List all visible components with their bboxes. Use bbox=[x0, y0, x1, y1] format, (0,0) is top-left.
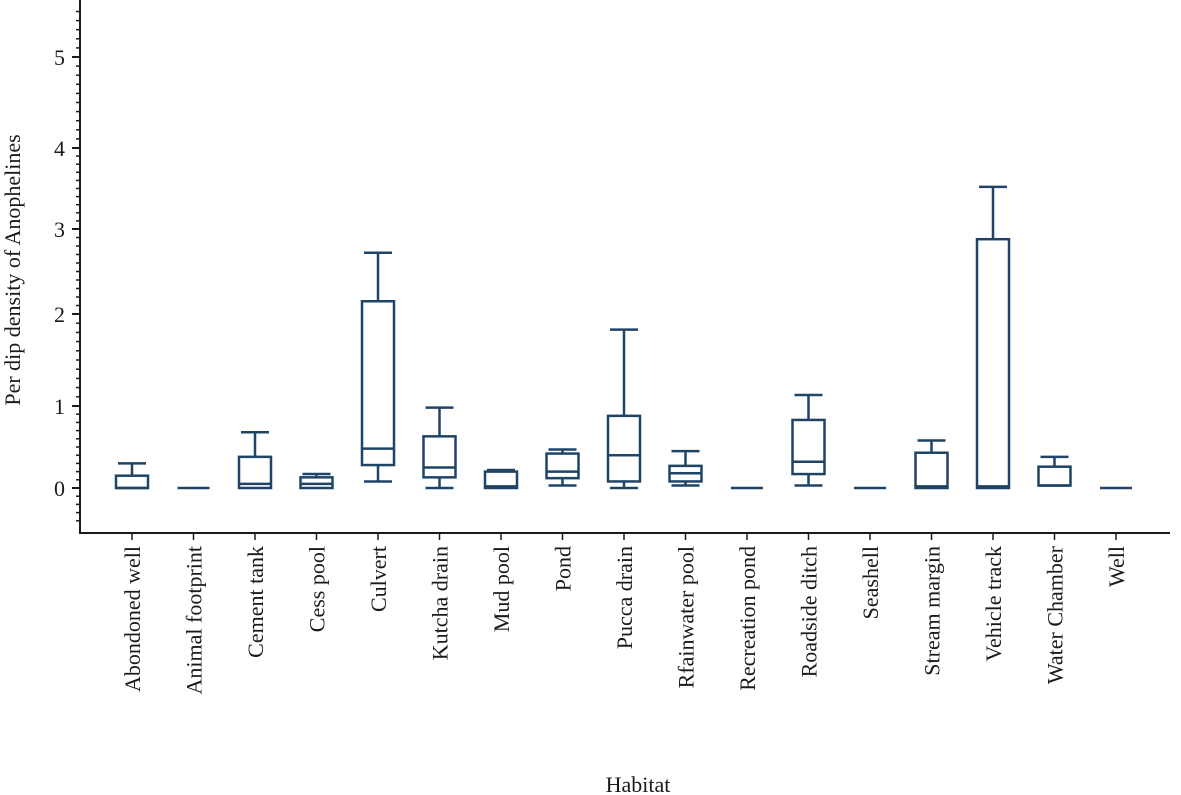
x-tick-label: Pond bbox=[551, 546, 576, 591]
x-tick-label: Seashell bbox=[858, 546, 883, 619]
box-abondoned-well bbox=[114, 462, 150, 490]
box-roadside-ditch bbox=[791, 393, 826, 487]
y-tick-label: 1 bbox=[54, 394, 65, 419]
y-tick-label: 3 bbox=[54, 217, 65, 242]
iqr-box bbox=[483, 470, 519, 490]
x-tick-label: Water Chamber bbox=[1043, 545, 1068, 684]
x-tick-label: Recreation pond bbox=[735, 546, 760, 691]
y-tick-label: 0 bbox=[54, 476, 65, 501]
box-cess-pool bbox=[299, 472, 334, 490]
x-tick-label: Cess pool bbox=[305, 546, 330, 632]
x-tick-label: Rfainwater pool bbox=[674, 546, 699, 688]
x-tick-label: Culvert bbox=[366, 546, 391, 612]
iqr-box bbox=[791, 418, 826, 476]
iqr-box bbox=[545, 452, 580, 480]
box-stream-margin bbox=[914, 439, 949, 490]
box-mud-pool bbox=[483, 468, 519, 490]
box-culvert bbox=[360, 251, 396, 483]
box-cement-tank bbox=[237, 430, 273, 490]
x-tick-label: Pucca drain bbox=[612, 546, 637, 649]
x-tick-label: Well bbox=[1104, 546, 1129, 587]
box-vehicle-track bbox=[975, 185, 1011, 490]
x-tick-label: Abondoned well bbox=[120, 546, 145, 692]
box-rfainwater-pool bbox=[668, 449, 703, 487]
y-axis: 0 1 2 3 4 5 bbox=[54, 0, 81, 533]
y-axis-title: Per dip density of Anophelines bbox=[0, 134, 25, 405]
iqr-box bbox=[1037, 465, 1072, 487]
iqr-box bbox=[237, 455, 273, 490]
iqr-box bbox=[422, 435, 457, 479]
x-axis: Abondoned well Animal footprint Cement tan… bbox=[79, 532, 1170, 694]
iqr-box bbox=[914, 451, 949, 490]
y-tick-label: 5 bbox=[54, 45, 65, 70]
x-tick-label: Roadside ditch bbox=[797, 546, 822, 677]
plot-area bbox=[114, 185, 1132, 490]
x-tick-label: Vehicle track bbox=[981, 546, 1006, 661]
x-axis-title: Habitat bbox=[606, 772, 671, 795]
box-pucca-drain bbox=[606, 328, 642, 490]
iqr-box bbox=[606, 414, 642, 483]
x-tick-label: Animal footprint bbox=[182, 546, 207, 694]
x-tick-label: Kutcha drain bbox=[428, 546, 453, 660]
iqr-box bbox=[975, 237, 1011, 490]
x-tick-label: Mud pool bbox=[489, 546, 514, 632]
y-tick-label: 4 bbox=[54, 136, 65, 161]
box-pond bbox=[545, 448, 580, 487]
iqr-box bbox=[114, 474, 150, 490]
box-water-chamber bbox=[1037, 455, 1072, 487]
y-tick-label: 2 bbox=[54, 302, 65, 327]
iqr-box bbox=[360, 300, 396, 467]
x-tick-label: Cement tank bbox=[243, 546, 268, 658]
x-tick-label: Stream margin bbox=[920, 546, 945, 676]
box-kutcha-drain bbox=[422, 406, 457, 490]
